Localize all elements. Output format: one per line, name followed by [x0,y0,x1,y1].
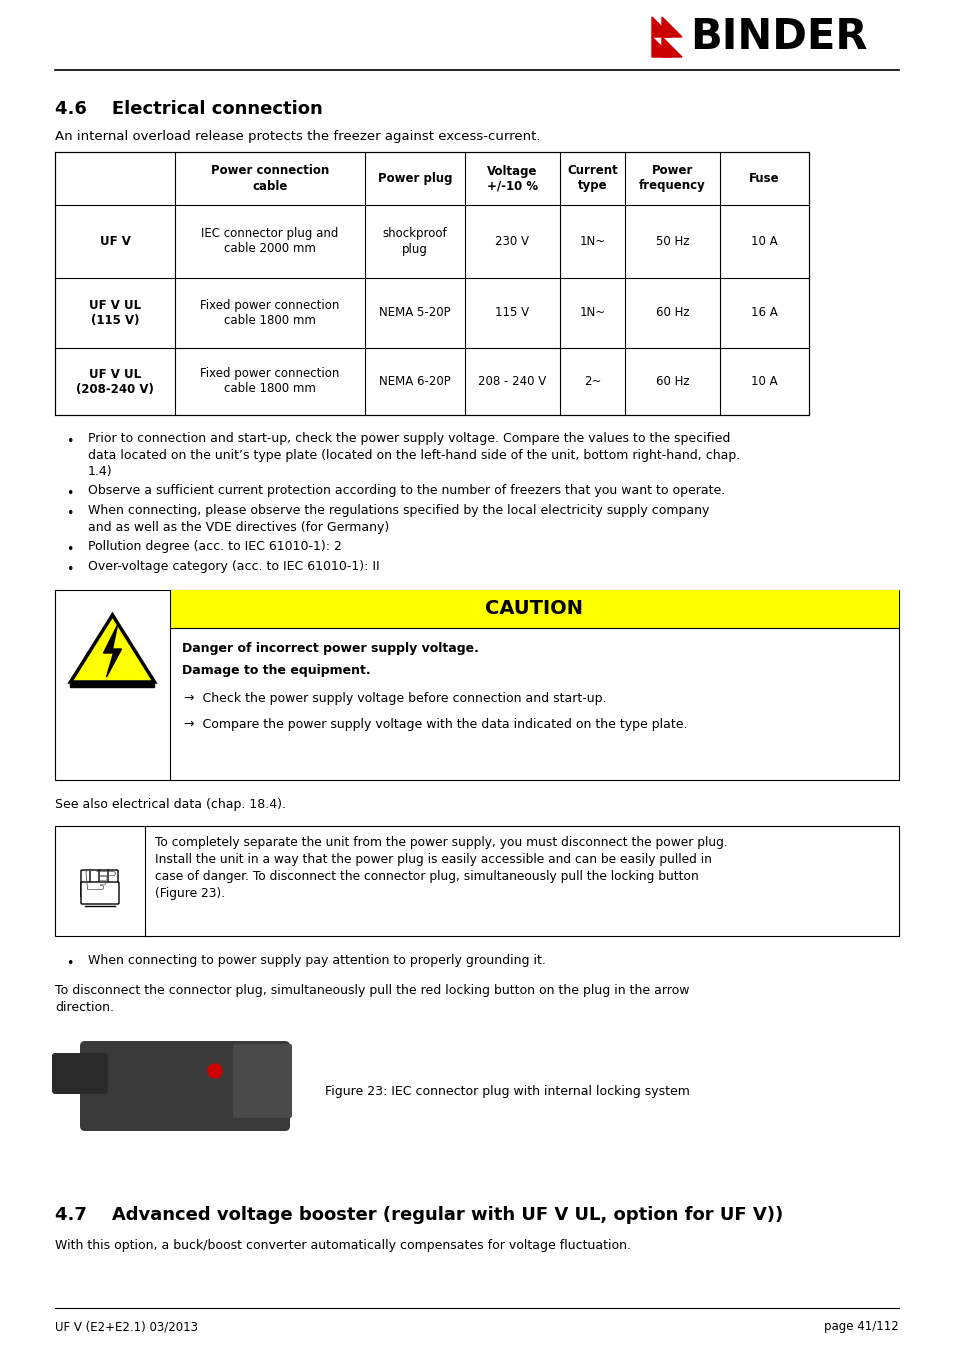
Text: 4.6    Electrical connection: 4.6 Electrical connection [55,100,322,117]
Text: 115 V: 115 V [495,306,529,320]
Text: Figure 23: IEC connector plug with internal locking system: Figure 23: IEC connector plug with inter… [325,1084,689,1098]
Text: When connecting to power supply pay attention to properly grounding it.: When connecting to power supply pay atte… [88,954,545,967]
Text: page 41/112: page 41/112 [823,1320,898,1332]
Text: •: • [67,563,73,576]
Text: •: • [67,957,73,971]
Text: UF V: UF V [99,235,131,248]
Text: Observe a sufficient current protection according to the number of freezers that: Observe a sufficient current protection … [88,485,724,497]
Text: •: • [67,543,73,556]
Text: Over-voltage category (acc. to IEC 61010-1): II: Over-voltage category (acc. to IEC 61010… [88,560,379,572]
Text: 10 A: 10 A [750,375,777,387]
Text: Power connection
cable: Power connection cable [211,165,329,193]
Text: UF V UL
(115 V): UF V UL (115 V) [89,298,141,327]
Text: 4.7    Advanced voltage booster (regular with UF V UL, option for UF V)): 4.7 Advanced voltage booster (regular wi… [55,1206,782,1224]
Text: NEMA 5-20P: NEMA 5-20P [378,306,451,320]
FancyBboxPatch shape [99,869,109,892]
Bar [55,590,898,780]
Text: ☞: ☞ [81,860,118,902]
Text: •: • [67,435,73,448]
Text: Danger of incorrect power supply voltage.: Danger of incorrect power supply voltage… [182,643,478,655]
Bar [71,682,154,687]
Text: 208 - 240 V: 208 - 240 V [477,375,546,387]
Polygon shape [661,18,681,36]
Polygon shape [651,36,671,57]
Text: To disconnect the connector plug, simultaneously pull the red locking button on : To disconnect the connector plug, simult… [55,984,689,1014]
Text: •: • [67,487,73,500]
Text: NEMA 6-20P: NEMA 6-20P [378,375,451,387]
Text: Prior to connection and start-up, check the power supply voltage. Compare the va: Prior to connection and start-up, check … [88,432,740,478]
Text: 2~: 2~ [583,375,600,387]
Polygon shape [661,36,681,57]
Text: CAUTION: CAUTION [485,599,583,618]
Bar [55,153,808,414]
Text: shockproof
plug: shockproof plug [382,228,447,255]
Text: 50 Hz: 50 Hz [655,235,688,248]
Text: See also electrical data (chap. 18.4).: See also electrical data (chap. 18.4). [55,798,286,811]
Text: UF V (E2+E2.1) 03/2013: UF V (E2+E2.1) 03/2013 [55,1320,198,1332]
Bar [170,590,898,628]
Text: Power
frequency: Power frequency [639,165,705,193]
Bar [55,826,898,936]
Circle shape [208,1064,222,1079]
Text: 16 A: 16 A [750,306,777,320]
Text: •: • [67,508,73,520]
FancyBboxPatch shape [233,1044,292,1118]
Text: 10 A: 10 A [750,235,777,248]
Text: When connecting, please observe the regulations specified by the local electrici: When connecting, please observe the regu… [88,504,709,533]
Text: Fuse: Fuse [748,171,779,185]
FancyBboxPatch shape [80,1041,290,1131]
Text: Fixed power connection
cable 1800 mm: Fixed power connection cable 1800 mm [200,298,339,327]
Polygon shape [651,18,671,36]
Text: 1N~: 1N~ [578,235,605,248]
Text: Fixed power connection
cable 1800 mm: Fixed power connection cable 1800 mm [200,367,339,396]
FancyBboxPatch shape [90,869,100,895]
Text: IEC connector plug and
cable 2000 mm: IEC connector plug and cable 2000 mm [201,228,338,255]
Text: →  Compare the power supply voltage with the data indicated on the type plate.: → Compare the power supply voltage with … [184,718,687,730]
FancyBboxPatch shape [52,1053,108,1094]
Text: 230 V: 230 V [495,235,529,248]
Text: An internal overload release protects the freezer against excess-current.: An internal overload release protects th… [55,130,540,143]
Text: Power plug: Power plug [377,171,452,185]
Polygon shape [71,616,154,682]
Text: Voltage
+/-10 %: Voltage +/-10 % [486,165,537,193]
Text: UF V UL
(208-240 V): UF V UL (208-240 V) [76,367,153,396]
FancyBboxPatch shape [81,869,91,896]
Polygon shape [103,625,121,676]
FancyBboxPatch shape [81,882,119,905]
Text: 60 Hz: 60 Hz [655,306,689,320]
FancyBboxPatch shape [108,869,118,891]
Text: Pollution degree (acc. to IEC 61010-1): 2: Pollution degree (acc. to IEC 61010-1): … [88,540,341,553]
Text: →  Check the power supply voltage before connection and start-up.: → Check the power supply voltage before … [184,693,606,705]
Text: 60 Hz: 60 Hz [655,375,689,387]
Text: With this option, a buck/boost converter automatically compensates for voltage f: With this option, a buck/boost converter… [55,1239,630,1251]
Text: Current
type: Current type [566,165,618,193]
Text: Damage to the equipment.: Damage to the equipment. [182,664,370,676]
Text: To completely separate the unit from the power supply, you must disconnect the p: To completely separate the unit from the… [154,836,727,900]
Text: BINDER: BINDER [689,16,866,58]
Text: 1N~: 1N~ [578,306,605,320]
